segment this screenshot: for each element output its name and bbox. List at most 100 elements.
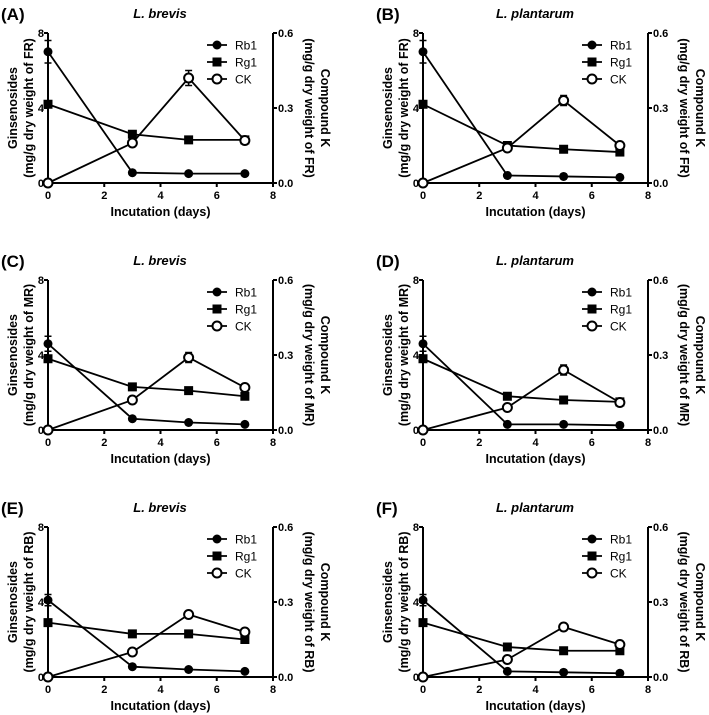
x-axis-title: Incutation (days): [110, 205, 210, 219]
x-axis-title: Incutation (days): [485, 452, 585, 466]
x-tick-label: 4: [532, 684, 539, 696]
y-axis-title-right: Compound K: [693, 316, 707, 394]
marker-filled-circle: [502, 666, 512, 676]
marker-square: [127, 382, 137, 392]
series-line: [47, 51, 245, 175]
marker-square: [184, 629, 194, 639]
legend-label: Rg1: [235, 303, 257, 317]
y-tick-label-right: 0.3: [653, 103, 668, 115]
y-tick-label-right: 0.3: [278, 597, 293, 609]
marker-open-circle: [501, 142, 513, 154]
x-tick-label: 0: [420, 190, 426, 202]
y-axis-subtitle-right: (mg/g dry weight of FR): [302, 38, 316, 178]
marker-filled-circle: [184, 169, 194, 179]
y-tick-label-right: 0.6: [653, 28, 668, 40]
legend-label: CK: [610, 73, 627, 87]
marker-open-circle: [239, 382, 251, 393]
series-line: [47, 76, 246, 184]
y-tick-label-left: 8: [38, 28, 44, 40]
series-rb1: [43, 593, 250, 676]
marker-open-circle: [417, 671, 429, 683]
marker-filled-circle: [502, 419, 512, 429]
marker-filled-circle: [587, 534, 597, 544]
marker-square: [418, 354, 428, 364]
y-axis-subtitle-left: (mg/g dry weight of MR): [22, 284, 36, 426]
legend-label: Rg1: [610, 550, 632, 564]
series-rb1: [418, 335, 625, 430]
x-tick-label: 8: [645, 684, 651, 696]
y-axis-title-right: Compound K: [318, 563, 332, 641]
marker-square: [212, 551, 222, 561]
legend-label: Rb1: [235, 286, 257, 300]
legend-label: Rb1: [610, 39, 632, 53]
y-axis-subtitle-left: (mg/g dry weight of MR): [397, 284, 411, 426]
series-rb1: [43, 335, 250, 429]
series-rb1: [43, 39, 250, 179]
y-axis-title-right: Compound K: [318, 69, 332, 147]
y-tick-label-left: 4: [413, 350, 420, 362]
marker-open-circle: [614, 639, 626, 650]
legend-label: CK: [610, 320, 627, 334]
series-line: [47, 356, 246, 431]
x-tick-label: 8: [270, 190, 276, 202]
legend-label: Rg1: [235, 550, 257, 564]
series-ck: [42, 609, 251, 683]
x-tick-label: 8: [645, 437, 651, 449]
marker-square: [127, 629, 137, 639]
series-line: [47, 621, 245, 641]
marker-square: [615, 147, 625, 157]
legend-label: Rg1: [610, 303, 632, 317]
x-axis-title: Incutation (days): [485, 205, 585, 219]
marker-open-circle: [42, 424, 54, 436]
x-tick-label: 2: [101, 190, 107, 202]
x-axis-title: Incutation (days): [110, 452, 210, 466]
marker-open-circle: [183, 352, 195, 363]
panel-title: L. brevis: [133, 6, 186, 21]
marker-square: [559, 144, 569, 154]
x-tick-label: 8: [645, 190, 651, 202]
panel-title: L. brevis: [133, 253, 186, 268]
y-axis-subtitle-right: (mg/g dry weight of RB): [302, 532, 316, 673]
x-axis-title: Incutation (days): [110, 699, 210, 713]
marker-filled-circle: [587, 40, 597, 50]
marker-square: [240, 391, 250, 401]
series-rg1: [418, 99, 625, 157]
marker-square: [184, 386, 194, 396]
marker-square: [418, 618, 428, 628]
series-line: [422, 621, 620, 652]
marker-filled-circle: [240, 169, 250, 179]
marker-square: [240, 635, 250, 644]
marker-filled-circle: [212, 287, 222, 297]
marker-filled-circle: [615, 420, 625, 430]
panel-label: (D): [376, 252, 400, 271]
panel-label: (B): [376, 5, 400, 24]
marker-open-circle: [126, 394, 138, 406]
x-tick-label: 8: [270, 437, 276, 449]
y-tick-label-right: 0.6: [653, 522, 668, 534]
marker-square: [615, 646, 625, 656]
marker-square: [43, 618, 53, 628]
marker-open-circle: [183, 72, 195, 84]
series-ck: [42, 69, 251, 189]
y-axis-title-left: Ginsenosides: [381, 561, 395, 643]
series-ck: [417, 621, 626, 683]
y-axis-subtitle-right: (mg/g dry weight of FR): [677, 38, 691, 178]
x-tick-label: 8: [270, 684, 276, 696]
panel-title: L. plantarum: [496, 6, 574, 21]
marker-filled-circle: [615, 668, 625, 678]
y-axis-title-left: Ginsenosides: [381, 314, 395, 396]
y-axis-title-right: Compound K: [318, 316, 332, 394]
x-tick-label: 0: [45, 684, 51, 696]
marker-open-circle: [417, 424, 429, 436]
marker-filled-circle: [43, 339, 53, 349]
y-axis-subtitle-left: (mg/g dry weight of FR): [397, 38, 411, 178]
marker-filled-circle: [212, 534, 222, 544]
y-tick-label-left: 4: [413, 103, 420, 115]
marker-filled-circle: [184, 665, 194, 674]
x-tick-label: 4: [157, 437, 164, 449]
series-line: [47, 357, 245, 398]
y-axis-subtitle-left: (mg/g dry weight of RB): [22, 532, 36, 673]
marker-open-circle: [501, 402, 513, 413]
y-tick-label-right: 0.3: [278, 350, 293, 362]
